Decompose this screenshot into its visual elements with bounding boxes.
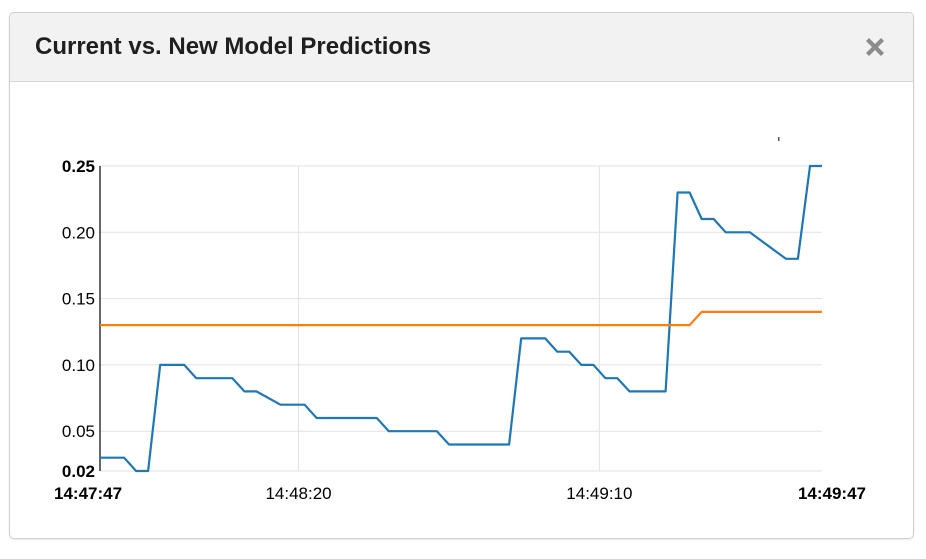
- panel-title: Current vs. New Model Predictions: [35, 33, 432, 60]
- y-tick-label: 0.02: [62, 462, 95, 481]
- y-tick-label: 0.10: [62, 356, 95, 375]
- y-tick-label: 0.25: [62, 157, 95, 176]
- y-tick-label: 0.20: [62, 223, 95, 242]
- y-tick-label: 0.15: [62, 290, 95, 309]
- x-tick-label: 14:49:47: [798, 484, 866, 503]
- x-tick-label: 14:47:47: [54, 484, 122, 503]
- y-tick-label: 0.05: [62, 422, 95, 441]
- close-button[interactable]: [861, 33, 889, 61]
- series-line-current: [100, 164, 822, 473]
- marker-tick: [778, 137, 780, 141]
- chart-panel: Current vs. New Model Predictions: [9, 12, 914, 539]
- series-line-new: [100, 310, 822, 327]
- x-tick-label: 14:48:20: [265, 484, 331, 503]
- x-tick-label: 14:49:10: [566, 484, 632, 503]
- panel-header: Current vs. New Model Predictions: [10, 13, 913, 82]
- close-icon: [866, 38, 884, 56]
